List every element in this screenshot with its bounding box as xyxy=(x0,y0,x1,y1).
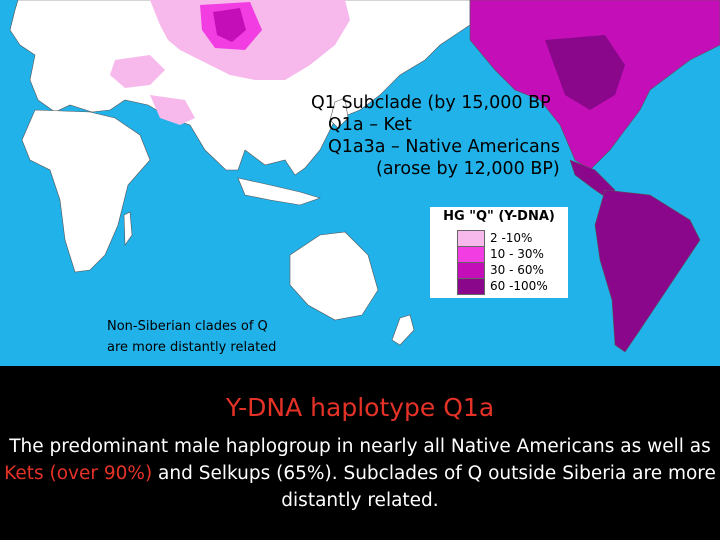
world-map-graphic xyxy=(9,0,720,353)
q-high-zone-ket xyxy=(213,8,246,42)
map-legend: HG "Q" (Y-DNA) 2 -10% 10 - 30% 30 - 60% … xyxy=(430,207,568,298)
japan-islands xyxy=(329,97,349,129)
q-light-zone-india xyxy=(150,95,195,125)
caption-body-part-1: The predominant male haplogroup in nearl… xyxy=(9,436,711,457)
subclade-line-3: Q1a3a – Native Americans xyxy=(328,137,560,157)
australia-landmass xyxy=(289,231,379,321)
africa-landmass xyxy=(21,109,151,273)
legend-label: 2 -10% xyxy=(490,231,533,245)
south-america-landmass xyxy=(594,189,701,353)
caption-body-highlight: Kets (over 90%) xyxy=(4,463,153,484)
caption-title: Y-DNA haplotype Q1a xyxy=(225,393,495,422)
q-mid-zone-north-america xyxy=(545,35,625,110)
subclade-line-1: Q1 Subclade (by 15,000 BP xyxy=(311,93,551,113)
legend-entry: 2 -10% xyxy=(457,229,568,247)
legend-label: 60 -100% xyxy=(490,279,548,293)
subclade-line-2: Q1a – Ket xyxy=(328,115,412,135)
subclade-annotation: Q1 Subclade (by 15,000 BP Q1a – Ket Q1a3… xyxy=(311,92,611,180)
subclade-line-4: (arose by 12,000 BP) xyxy=(376,159,560,179)
legend-swatch xyxy=(457,261,485,279)
legend-swatch xyxy=(457,245,485,263)
legend-swatch xyxy=(457,229,485,247)
non-siberian-note: Non-Siberian clades of Q are more distan… xyxy=(107,316,276,358)
haplogroup-map: Q1 Subclade (by 15,000 BP Q1a – Ket Q1a3… xyxy=(0,0,720,366)
new-zealand-islands xyxy=(391,314,415,346)
caption-body: The predominant male haplogroup in nearl… xyxy=(4,433,716,514)
legend-title: HG "Q" (Y-DNA) xyxy=(443,209,555,224)
legend-swatch xyxy=(457,277,485,295)
eurasia-landmass xyxy=(9,0,471,176)
legend-label: 30 - 60% xyxy=(490,263,544,277)
indonesia-islands xyxy=(237,177,321,206)
legend-entry: 30 - 60% xyxy=(457,261,568,279)
madagascar-landmass xyxy=(123,211,133,246)
note-line-2: are more distantly related xyxy=(107,340,277,355)
legend-entry: 10 - 30% xyxy=(457,245,568,263)
caption-body-part-3: and Selkups (65%). Subclades of Q outsid… xyxy=(152,463,716,511)
legend-label: 10 - 30% xyxy=(490,247,544,261)
legend-entry: 60 -100% xyxy=(457,277,568,295)
note-line-1: Non-Siberian clades of Q xyxy=(107,319,268,334)
q-light-zone-central-asia xyxy=(110,55,165,88)
